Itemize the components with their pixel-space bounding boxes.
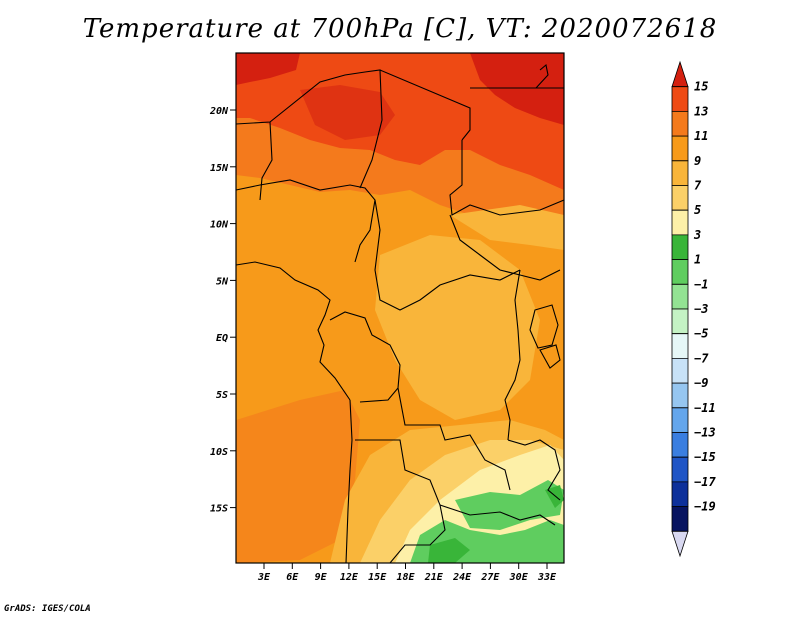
border-sudan <box>449 214 561 281</box>
colorbar-label: −19 <box>694 500 716 514</box>
colorbar-swatch <box>671 432 689 458</box>
colorbar-swatch <box>671 185 689 211</box>
lon-tick-label: 33E <box>537 572 557 583</box>
lon-tick-label: 6E <box>286 572 299 583</box>
lon-tick-label: 24E <box>452 572 472 583</box>
field-hot-north <box>236 53 564 190</box>
colorbar-label: −15 <box>694 450 716 464</box>
field-mild-east <box>450 205 564 250</box>
colorbar-swatch <box>671 333 689 359</box>
colorbar-swatch <box>671 358 689 384</box>
colorbar-label: −5 <box>694 327 708 341</box>
colorbar-swatch <box>671 481 689 507</box>
colorbar-label: −7 <box>694 351 709 365</box>
field-hot-core <box>300 85 395 140</box>
map-frame <box>235 52 565 564</box>
lat-tick-label: 20N <box>209 106 229 117</box>
border-zambia <box>439 504 556 526</box>
colorbar-swatch <box>671 60 689 88</box>
lat-tick-label: 5S <box>216 390 228 401</box>
colorbar-swatch <box>671 111 689 137</box>
field-green-dark-a <box>428 538 470 563</box>
colorbar-label: −9 <box>694 376 708 390</box>
colorbar-label: 7 <box>694 179 702 193</box>
lon-tick-label: 21E <box>424 572 444 583</box>
colorbar-swatch <box>671 530 689 558</box>
border-east <box>504 269 521 441</box>
lat-tick-label: 10N <box>210 220 229 231</box>
colorbar-swatch <box>671 259 689 285</box>
lat-tick-label: 15N <box>210 163 229 174</box>
border-drc-south <box>397 387 511 491</box>
lake-region <box>539 344 561 369</box>
field-warm-sw <box>236 390 360 563</box>
border-congo <box>329 311 401 403</box>
lon-tick-label: 30E <box>509 572 529 583</box>
colorbar-label: −17 <box>694 475 716 489</box>
credit-label: GrADS: IGES/COLA <box>4 604 91 614</box>
border-north-c <box>359 69 383 189</box>
colorbar-label: 15 <box>694 80 708 94</box>
sinai-coast <box>535 63 549 89</box>
lat-tick-label: 10S <box>210 447 228 458</box>
colorbar-label: −11 <box>694 401 716 415</box>
colorbar-swatch <box>671 86 689 112</box>
border-north-b <box>259 121 273 201</box>
field-peak-nw <box>236 53 300 85</box>
colorbar-label: 13 <box>694 104 708 118</box>
lat-tick-label: EQ <box>216 333 228 344</box>
colorbar-swatch <box>671 308 689 335</box>
colorbar-swatch <box>671 209 689 236</box>
colorbar-label: 1 <box>694 253 701 267</box>
coastline <box>236 261 351 401</box>
colorbar-swatch <box>671 456 689 483</box>
colorbar-label: −3 <box>694 302 708 316</box>
coast-south <box>345 399 353 563</box>
lon-tick-label: 3E <box>257 572 271 583</box>
colorbar-swatch <box>671 382 689 409</box>
lake-victoria <box>529 304 559 349</box>
lon-tick-label: 15E <box>368 572 387 583</box>
latitude-axis: 20N 15N 10N 5N EQ 5S 10S 15S <box>209 106 236 515</box>
lon-tick-label: 18E <box>396 572 415 583</box>
field-peak-ne <box>470 53 564 125</box>
colorbar-label: −1 <box>694 277 708 291</box>
field-mild-center <box>375 235 540 420</box>
colorbar-swatch <box>671 506 689 532</box>
field-green-a <box>455 480 564 530</box>
colorbar-swatch <box>671 135 689 162</box>
map-title: Temperature at 700hPa [C], VT: 202007261… <box>82 14 718 44</box>
lon-tick-label: 9E <box>315 572 328 583</box>
colorbar-swatch <box>671 407 689 433</box>
lon-tick-label: 27E <box>480 572 500 583</box>
colorbar-label: 5 <box>694 203 701 217</box>
longitude-axis: 3E 6E 9E 12E 15E 18E 21E 24E 27E 30E 33E <box>257 563 557 583</box>
colorbar-label: 11 <box>694 129 708 143</box>
colorbar-label: −13 <box>694 426 716 440</box>
border-north-d <box>449 140 564 216</box>
colorbar-label: 9 <box>694 154 701 168</box>
border-malawi <box>507 439 561 501</box>
colorbar-swatch <box>671 283 689 310</box>
colorbar-label: 3 <box>693 228 701 242</box>
border-north-a <box>236 69 471 141</box>
lat-tick-label: 5N <box>216 276 229 287</box>
border-car <box>374 199 521 311</box>
border-west-central <box>236 179 376 263</box>
lon-tick-label: 12E <box>340 572 359 583</box>
lat-tick-label: 15S <box>210 504 228 515</box>
colorbar-swatch <box>671 234 689 260</box>
country-borders <box>236 63 564 563</box>
colorbar: 15 13 11 9 7 5 3 1 −1 −3 −5 −7 −9 −11 −13 −15 −17 −19 <box>671 60 716 558</box>
colorbar-swatch <box>671 160 689 186</box>
temperature-field <box>236 53 564 563</box>
